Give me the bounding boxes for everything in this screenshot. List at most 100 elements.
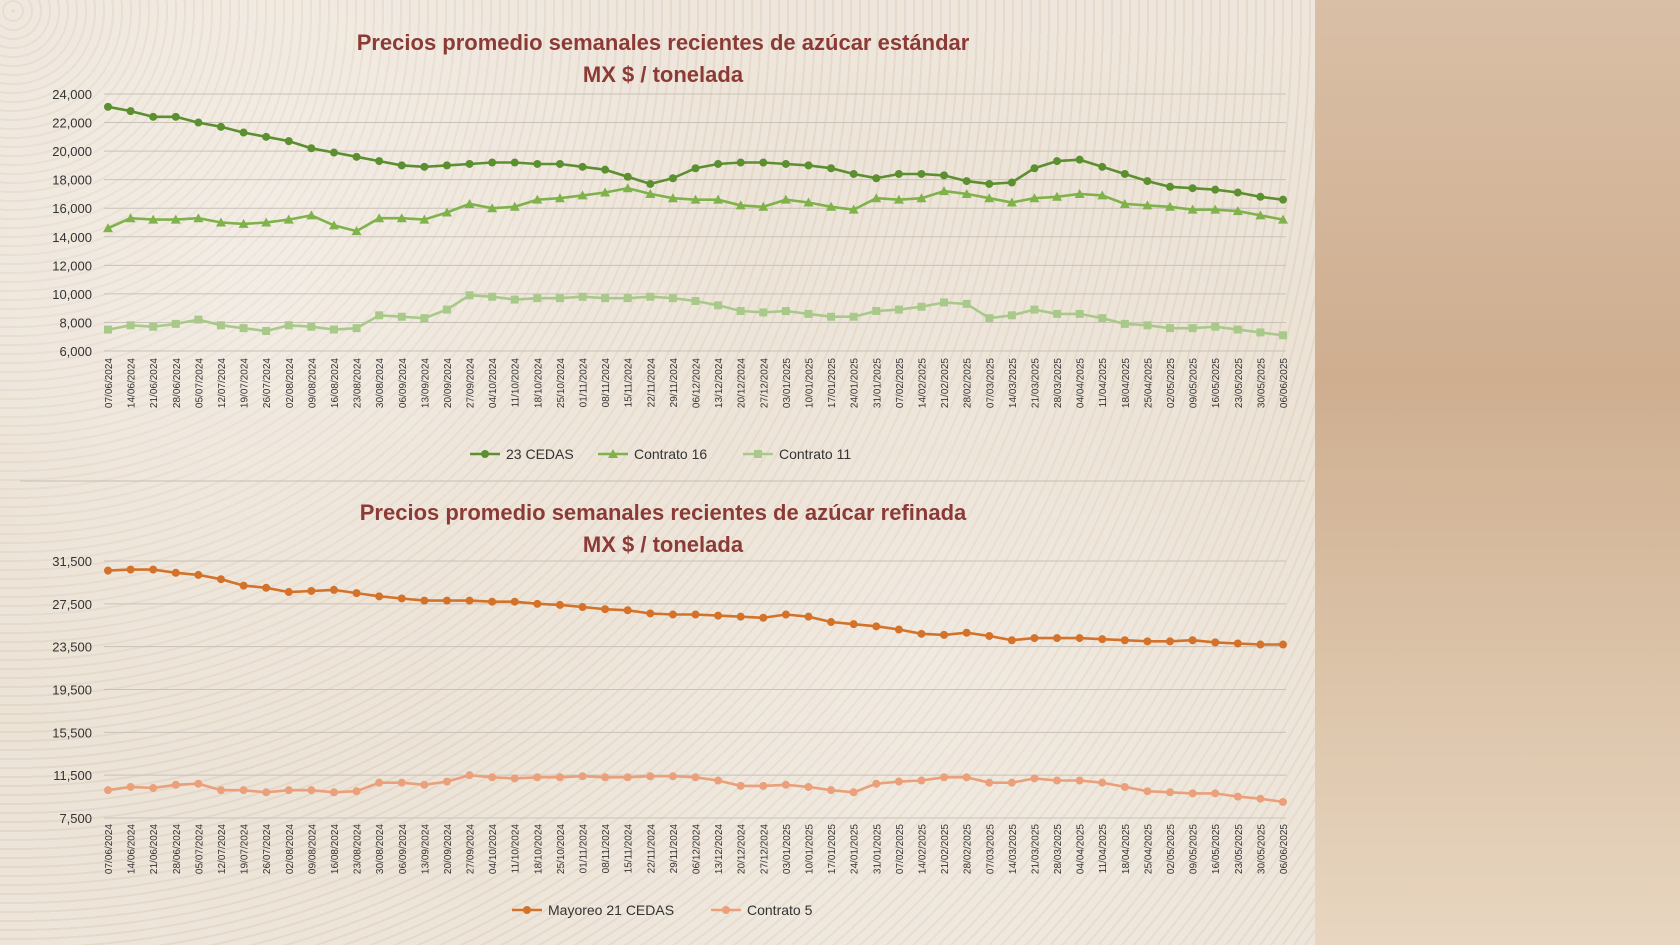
x-tick-label: 02/05/2025	[1166, 824, 1177, 874]
data-point	[1098, 162, 1107, 171]
x-tick-label: 25/10/2024	[556, 358, 567, 408]
data-point	[397, 312, 406, 321]
x-tick-label: 17/01/2025	[827, 358, 838, 408]
data-point	[1006, 197, 1017, 207]
x-tick-label: 12/07/2024	[217, 358, 228, 408]
data-point	[940, 630, 949, 639]
data-point	[1233, 639, 1242, 648]
data-point	[804, 782, 813, 791]
data-point	[216, 122, 225, 131]
data-point	[104, 102, 112, 111]
x-tick-label: 07/03/2025	[985, 358, 996, 408]
y-tick-label: 11,500	[53, 768, 92, 783]
data-point	[1188, 324, 1197, 333]
data-point	[872, 622, 881, 631]
data-point	[894, 169, 903, 178]
chart2-title: Precios promedio semanales recientes de …	[360, 500, 967, 525]
data-point	[149, 322, 158, 331]
y-tick-label: 23,500	[52, 640, 92, 655]
data-point	[1074, 188, 1085, 198]
x-tick-label: 11/04/2025	[1098, 824, 1109, 874]
y-tick-label: 24,000	[52, 87, 92, 102]
data-point	[940, 298, 949, 307]
data-point	[1143, 637, 1152, 646]
x-tick-label: 18/04/2025	[1121, 358, 1132, 408]
data-point	[1256, 794, 1265, 803]
data-point	[962, 177, 971, 186]
data-point	[329, 325, 338, 334]
data-point	[533, 159, 542, 168]
x-tick-label: 07/06/2024	[104, 358, 115, 408]
data-point	[1211, 322, 1220, 331]
x-tick-label: 08/11/2024	[601, 824, 612, 874]
x-tick-label: 04/10/2024	[488, 358, 499, 408]
data-point	[1211, 638, 1220, 647]
data-point	[171, 568, 180, 577]
data-point	[735, 200, 746, 210]
data-point	[555, 773, 564, 782]
data-point	[985, 631, 994, 640]
y-tick-label: 22,000	[52, 116, 92, 131]
data-point	[622, 183, 633, 193]
x-tick-label: 16/08/2024	[330, 824, 341, 874]
data-point	[691, 297, 700, 306]
chart2-series	[104, 565, 1287, 806]
data-point	[1279, 331, 1287, 340]
data-point	[759, 158, 768, 167]
x-tick-label: 16/05/2025	[1211, 358, 1222, 408]
data-point	[714, 159, 723, 168]
x-tick-label: 02/08/2024	[285, 824, 296, 874]
data-point	[849, 312, 858, 321]
series-line	[107, 105, 1284, 201]
x-tick-label: 25/04/2025	[1143, 824, 1154, 874]
data-point	[872, 779, 881, 788]
data-point	[804, 309, 813, 318]
data-point	[510, 158, 519, 167]
x-tick-label: 10/01/2025	[804, 824, 815, 874]
legend-label: Contrato 5	[747, 902, 813, 918]
x-tick-label: 08/11/2024	[601, 358, 612, 408]
data-point	[600, 187, 611, 197]
data-point	[284, 786, 293, 795]
chart1-title: Precios promedio semanales recientes de …	[357, 30, 970, 55]
data-point	[104, 786, 112, 795]
x-tick-label: 03/01/2025	[782, 358, 793, 408]
data-point	[509, 201, 520, 211]
data-point	[1030, 774, 1039, 783]
data-point	[1166, 637, 1175, 646]
data-point	[397, 594, 406, 603]
data-point	[691, 164, 700, 173]
data-point	[1233, 188, 1242, 197]
data-point	[533, 599, 542, 608]
chart1-gridlines	[104, 93, 1286, 352]
x-tick-label: 14/02/2025	[917, 358, 928, 408]
data-point	[375, 157, 384, 166]
legend-marker	[608, 449, 618, 458]
data-point	[555, 294, 564, 303]
data-point	[985, 314, 994, 323]
data-point	[126, 565, 135, 574]
data-point	[262, 788, 271, 797]
data-point	[780, 194, 791, 204]
data-point	[984, 193, 995, 203]
data-point	[488, 292, 497, 301]
data-point	[601, 294, 610, 303]
x-tick-label: 23/05/2025	[1234, 824, 1245, 874]
x-tick-label: 11/04/2025	[1098, 358, 1109, 408]
data-point	[1053, 157, 1062, 166]
x-tick-label: 31/01/2025	[872, 824, 883, 874]
x-tick-label: 14/06/2024	[127, 824, 138, 874]
data-point	[306, 210, 317, 220]
x-tick-label: 21/02/2025	[940, 358, 951, 408]
data-point	[307, 144, 316, 153]
x-tick-label: 15/11/2024	[624, 824, 635, 874]
data-point	[171, 319, 180, 328]
data-point	[510, 597, 519, 606]
data-point	[827, 312, 836, 321]
data-point	[216, 575, 225, 584]
data-point	[1007, 636, 1016, 645]
data-point	[329, 148, 338, 157]
data-point	[1097, 190, 1108, 200]
x-tick-label: 27/12/2024	[759, 358, 770, 408]
x-tick-label: 09/05/2025	[1189, 824, 1200, 874]
